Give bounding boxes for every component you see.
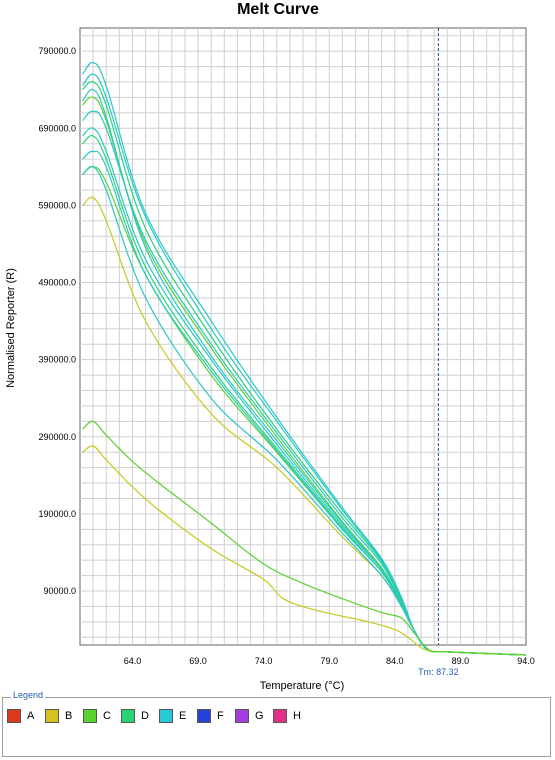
x-tick-label: 64.0 (124, 656, 142, 666)
legend-swatch (159, 709, 173, 723)
x-tick-label: 69.0 (189, 656, 207, 666)
tm-label: Tm: 87.32 (418, 667, 459, 677)
legend-item-f[interactable]: F (197, 709, 224, 723)
legend-label: G (255, 710, 264, 722)
y-tick-label: 490000.0 (38, 278, 76, 288)
x-tick-label: 79.0 (320, 656, 338, 666)
y-tick-labels: 790000.0 690000.0 590000.0 490000.0 390000.0… (38, 46, 76, 596)
legend-swatch (235, 709, 249, 723)
y-tick-label: 690000.0 (38, 123, 76, 133)
x-tick-label: 84.0 (386, 656, 404, 666)
x-tick-label: 89.0 (452, 656, 470, 666)
y-tick-label: 790000.0 (38, 46, 76, 56)
legend-item-e[interactable]: E (159, 709, 186, 723)
legend-panel: Legend A B C D E F G H (2, 690, 551, 757)
legend-item-d[interactable]: D (121, 709, 149, 723)
series-line (82, 420, 527, 656)
y-axis-label: Normalised Reporter (R) (5, 268, 17, 388)
legend-swatch (273, 709, 287, 723)
series-lines (82, 61, 527, 656)
legend-swatch (45, 709, 59, 723)
legend-item-a[interactable]: A (7, 709, 34, 723)
x-tick-label: 74.0 (255, 656, 273, 666)
legend-swatch (121, 709, 135, 723)
legend-label: H (293, 710, 301, 722)
y-tick-label: 390000.0 (38, 355, 76, 365)
legend-label: E (179, 710, 187, 722)
legend-swatch (83, 709, 97, 723)
y-tick-label: 290000.0 (38, 432, 76, 442)
series-line (82, 445, 527, 656)
legend-swatch (7, 709, 21, 723)
legend-item-c[interactable]: C (83, 709, 111, 723)
legend-label: A (27, 710, 35, 722)
legend-item-b[interactable]: B (45, 709, 72, 723)
legend-label: C (103, 710, 111, 722)
chart-title: Melt Curve (237, 1, 319, 18)
legend-title: Legend (11, 690, 46, 700)
legend-item-g[interactable]: G (235, 709, 264, 723)
legend-label: D (141, 710, 149, 722)
legend-label: F (217, 710, 224, 722)
legend-label: B (65, 710, 73, 722)
y-tick-label: 590000.0 (38, 200, 76, 210)
x-tick-labels: 64.0 69.0 74.0 79.0 84.0 89.0 94.0 (124, 656, 535, 666)
melt-curve-chart: Melt Curve 790000.0 690000.0 590000.0 49000… (5, 1, 535, 692)
legend-swatch (197, 709, 211, 723)
x-tick-label: 94.0 (517, 656, 535, 666)
y-tick-label: 90000.0 (43, 586, 76, 596)
legend-item-h[interactable]: H (273, 709, 301, 723)
series-line (82, 61, 527, 656)
x-axis-label: Temperature (°C) (260, 680, 344, 692)
y-tick-label: 190000.0 (38, 509, 76, 519)
